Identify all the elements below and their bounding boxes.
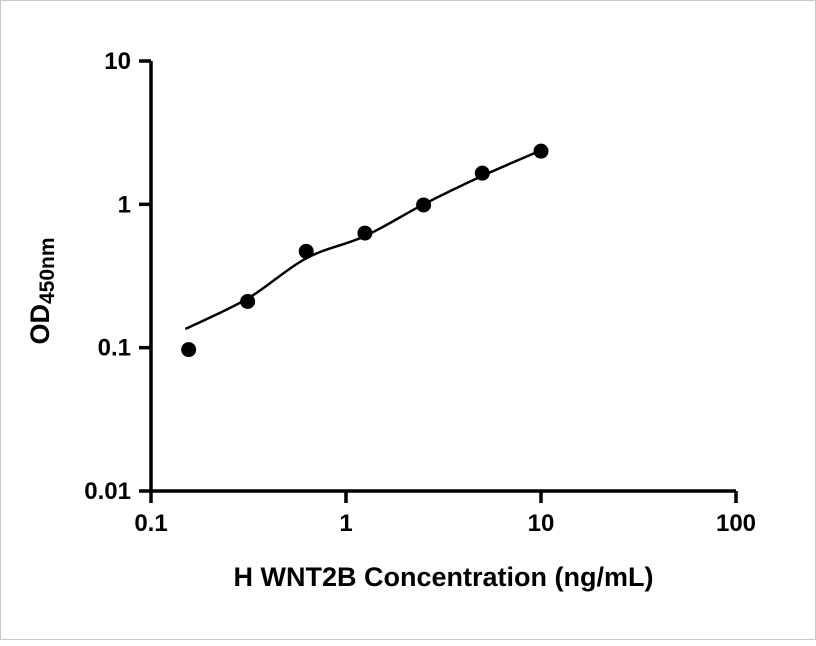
y-axis-label: OD450nm (25, 237, 59, 344)
data-point (240, 293, 256, 309)
y-tick-label: 10 (104, 48, 131, 75)
data-point (357, 225, 373, 241)
data-point (181, 342, 197, 358)
x-axis-label: H WNT2B Concentration (ng/mL) (234, 562, 654, 592)
y-tick-label: 0.1 (98, 335, 131, 362)
y-tick-label: 0.01 (84, 478, 131, 505)
y-axis-label-subscript: 450nm (36, 237, 59, 304)
data-point (474, 165, 490, 181)
x-tick-label: 0.1 (134, 510, 167, 537)
data-point (416, 197, 432, 213)
x-tick-label: 10 (528, 510, 555, 537)
x-tick-label: 1 (339, 510, 352, 537)
data-point (298, 243, 314, 259)
x-tick-label: 100 (716, 510, 756, 537)
data-point (533, 143, 549, 159)
y-tick-label: 1 (118, 191, 131, 218)
y-axis-label-main: OD (25, 304, 55, 345)
